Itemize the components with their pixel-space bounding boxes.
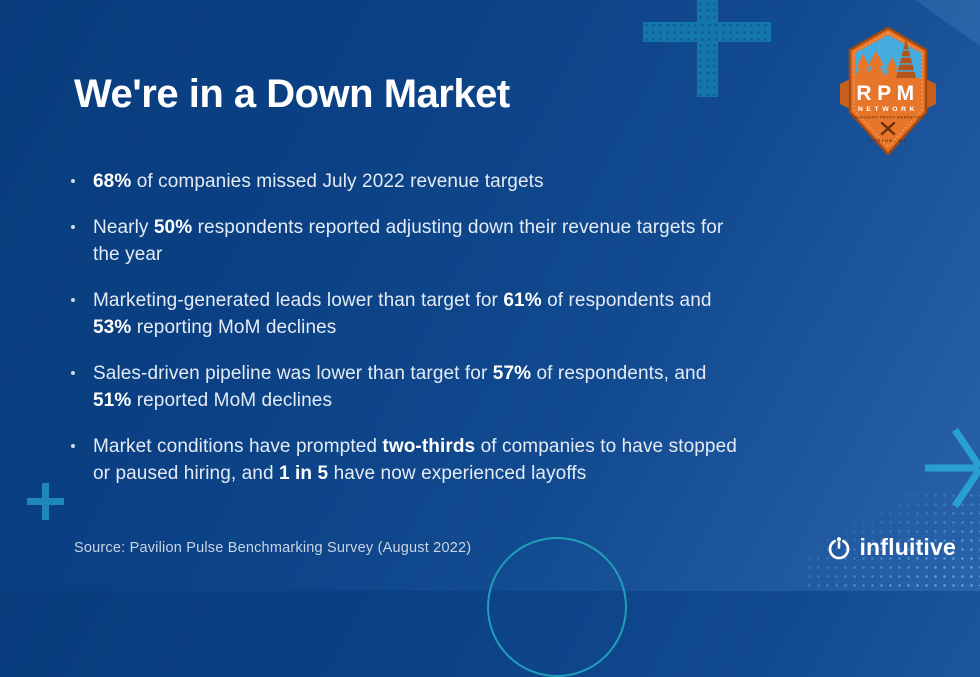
bullet-item: 68% of companies missed July 2022 revenu… (68, 168, 748, 195)
bullet-item: Market conditions have prompted two-thir… (68, 433, 748, 487)
influitive-wordmark: influitive (859, 533, 956, 560)
arrow-right-icon (925, 428, 980, 508)
crossed-axes-icon (880, 121, 896, 136)
influitive-power-icon (829, 537, 850, 560)
bullet-text: Nearly 50% respondents reported adjustin… (93, 217, 724, 265)
influitive-logo: influitive (826, 533, 956, 561)
bullet-list: 68% of companies missed July 2022 revenu… (68, 168, 748, 506)
bullet-dot (71, 444, 75, 448)
page-title: We're in a Down Market (74, 72, 510, 116)
bullet-item: Sales-driven pipeline was lower than tar… (68, 360, 748, 414)
bullet-text: 68% of companies missed July 2022 revenu… (93, 171, 544, 192)
circle-arc-decoration (487, 537, 627, 677)
badge-location-text: BOSTON, MA (869, 138, 907, 143)
badge-wing-left (840, 79, 850, 109)
bullet-dot (71, 225, 75, 229)
bullet-text: Sales-driven pipeline was lower than tar… (93, 363, 707, 411)
rpm-network-badge-logo: RPM NETWORK RECESSION PROOF MARKETING BO… (836, 26, 940, 158)
plus-decoration-large (643, 22, 771, 42)
tower-icon (896, 39, 916, 78)
badge-secondary-text: NETWORK (858, 106, 918, 113)
bullet-item: Marketing-generated leads lower than tar… (68, 287, 748, 341)
plus-decoration-small (27, 498, 64, 505)
badge-wing-right (926, 79, 936, 109)
bullet-text: Market conditions have prompted two-thir… (93, 436, 737, 484)
bullet-text: Marketing-generated leads lower than tar… (93, 290, 712, 338)
bullet-dot (71, 179, 75, 183)
source-attribution: Source: Pavilion Pulse Benchmarking Surv… (74, 540, 472, 556)
pine-trees-icon (854, 51, 900, 78)
badge-primary-text: RPM (856, 82, 919, 105)
bullet-dot (71, 298, 75, 302)
bullet-dot (71, 371, 75, 375)
plus-decoration-large (697, 0, 718, 97)
bullet-item: Nearly 50% respondents reported adjustin… (68, 214, 748, 268)
badge-tagline-text: RECESSION PROOF MARKETING (852, 116, 924, 120)
